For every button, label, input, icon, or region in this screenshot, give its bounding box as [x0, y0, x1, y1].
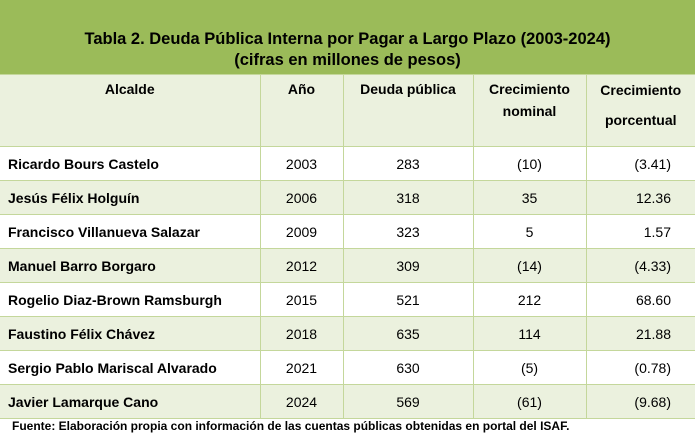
percent-growth-cell: (4.33) — [585, 248, 695, 283]
nominal-growth-cell: 5 — [472, 214, 587, 249]
table-row: Sergio Pablo Mariscal Alvarado 2021 630 (5)… — [0, 350, 695, 385]
nominal-growth-cell: 212 — [472, 282, 587, 317]
header-deuda: Deuda pública — [342, 74, 474, 147]
year-cell: 2009 — [259, 214, 344, 249]
percent-growth-cell: 21.88 — [585, 316, 695, 351]
debt-table: Alcalde Año Deuda pública Crecimiento no… — [0, 74, 695, 419]
table-row: Manuel Barro Borgaro 2012 309 (14) (4.33) — [0, 248, 695, 283]
debt-cell: 569 — [342, 384, 474, 419]
debt-cell: 521 — [342, 282, 474, 317]
table-row: Francisco Villanueva Salazar 2009 323 5 1.57 — [0, 214, 695, 249]
alcalde-cell: Faustino Félix Chávez — [0, 316, 261, 351]
table-row: Javier Lamarque Cano 2024 569 (61) (9.68) — [0, 384, 695, 419]
header-alcalde: Alcalde — [0, 74, 261, 147]
percent-growth-cell: 12.36 — [585, 180, 695, 215]
nominal-growth-cell: (61) — [472, 384, 587, 419]
debt-cell: 318 — [342, 180, 474, 215]
nominal-growth-cell: (14) — [472, 248, 587, 283]
header-crecimiento-nominal: Crecimiento nominal — [472, 74, 587, 147]
header-anio: Año — [259, 74, 344, 147]
year-cell: 2006 — [259, 180, 344, 215]
header-row: Alcalde Año Deuda pública Crecimiento no… — [0, 74, 695, 147]
table-title: Tabla 2. Deuda Pública Interna por Pagar… — [84, 30, 611, 48]
percent-growth-cell: (9.68) — [585, 384, 695, 419]
year-cell: 2021 — [259, 350, 344, 385]
percent-growth-cell: 68.60 — [585, 282, 695, 317]
year-cell: 2012 — [259, 248, 344, 283]
source-note: Fuente: Elaboración propia con informaci… — [12, 419, 570, 433]
header-crecimiento-porcentual: Crecimiento porcentual — [585, 74, 695, 147]
alcalde-cell: Manuel Barro Borgaro — [0, 248, 261, 283]
year-cell: 2018 — [259, 316, 344, 351]
alcalde-cell: Ricardo Bours Castelo — [0, 146, 261, 181]
debt-cell: 630 — [342, 350, 474, 385]
debt-cell: 635 — [342, 316, 474, 351]
percent-growth-cell: (3.41) — [585, 146, 695, 181]
table-row: Jesús Félix Holguín 2006 318 35 12.36 — [0, 180, 695, 215]
nominal-growth-cell: (5) — [472, 350, 587, 385]
debt-cell: 309 — [342, 248, 474, 283]
table-title-band: Tabla 2. Deuda Pública Interna por Pagar… — [0, 0, 695, 74]
nominal-growth-cell: (10) — [472, 146, 587, 181]
alcalde-cell: Rogelio Diaz-Brown Ramsburgh — [0, 282, 261, 317]
alcalde-cell: Francisco Villanueva Salazar — [0, 214, 261, 249]
year-cell: 2015 — [259, 282, 344, 317]
percent-growth-cell: (0.78) — [585, 350, 695, 385]
alcalde-cell: Javier Lamarque Cano — [0, 384, 261, 419]
table-row: Rogelio Diaz-Brown Ramsburgh 2015 521 212 68… — [0, 282, 695, 317]
percent-growth-cell: 1.57 — [585, 214, 695, 249]
nominal-growth-cell: 114 — [472, 316, 587, 351]
table-subtitle: (cifras en millones de pesos) — [234, 51, 461, 69]
year-cell: 2024 — [259, 384, 344, 419]
debt-cell: 323 — [342, 214, 474, 249]
table-row: Ricardo Bours Castelo 2003 283 (10) (3.41) — [0, 146, 695, 181]
year-cell: 2003 — [259, 146, 344, 181]
debt-cell: 283 — [342, 146, 474, 181]
nominal-growth-cell: 35 — [472, 180, 587, 215]
alcalde-cell: Jesús Félix Holguín — [0, 180, 261, 215]
table-row: Faustino Félix Chávez 2018 635 114 21.88 — [0, 316, 695, 351]
alcalde-cell: Sergio Pablo Mariscal Alvarado — [0, 350, 261, 385]
